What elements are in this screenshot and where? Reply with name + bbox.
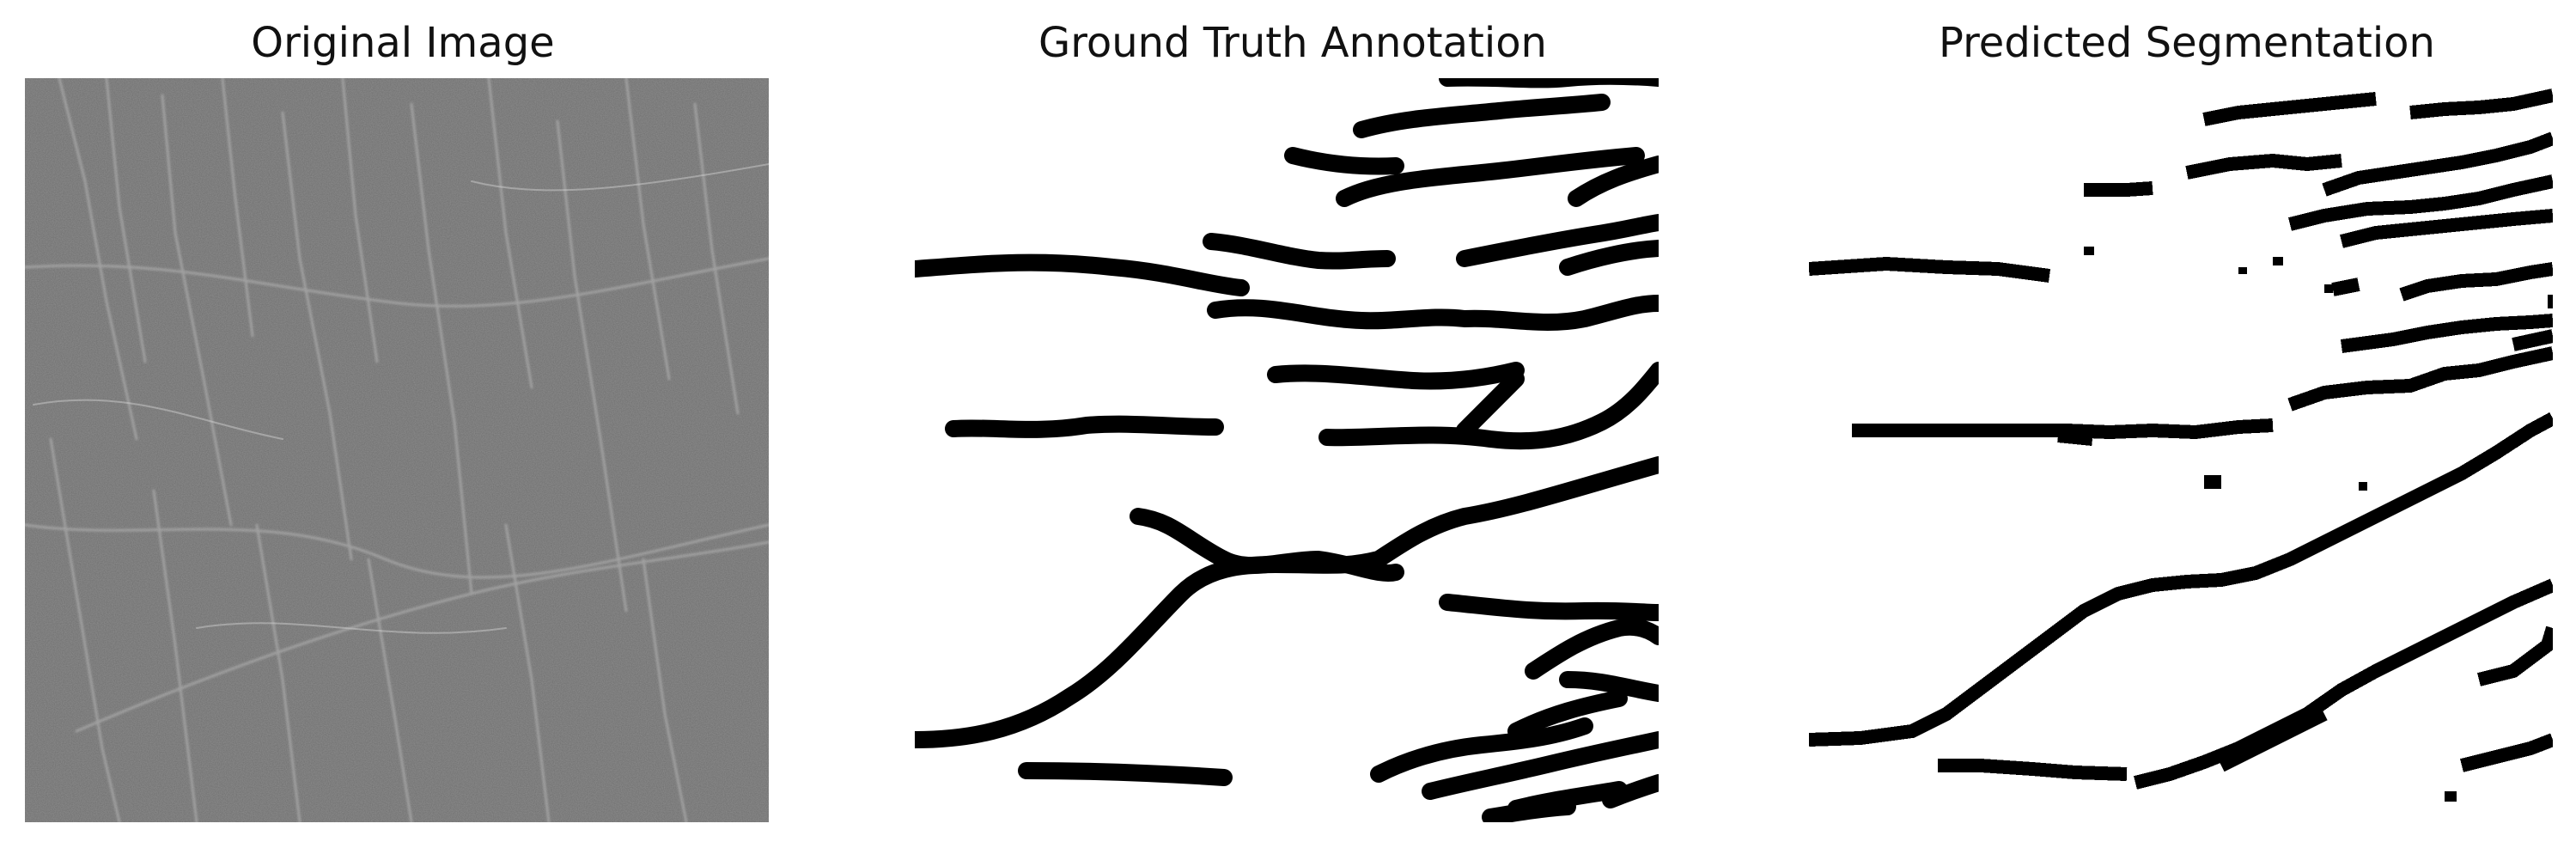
original-photo <box>25 78 769 822</box>
panel-title-predicted: Predicted Segmentation <box>1939 19 2435 67</box>
panel-predicted: Predicted Segmentation <box>1809 0 2565 848</box>
panel-title-ground-truth: Ground Truth Annotation <box>1038 19 1547 67</box>
panel-original-image: Original Image <box>25 0 781 848</box>
panel-title-original: Original Image <box>251 19 555 67</box>
panel-ground-truth: Ground Truth Annotation <box>915 0 1671 848</box>
predicted-mask <box>1809 78 2553 822</box>
ground-truth-mask <box>915 78 1659 822</box>
